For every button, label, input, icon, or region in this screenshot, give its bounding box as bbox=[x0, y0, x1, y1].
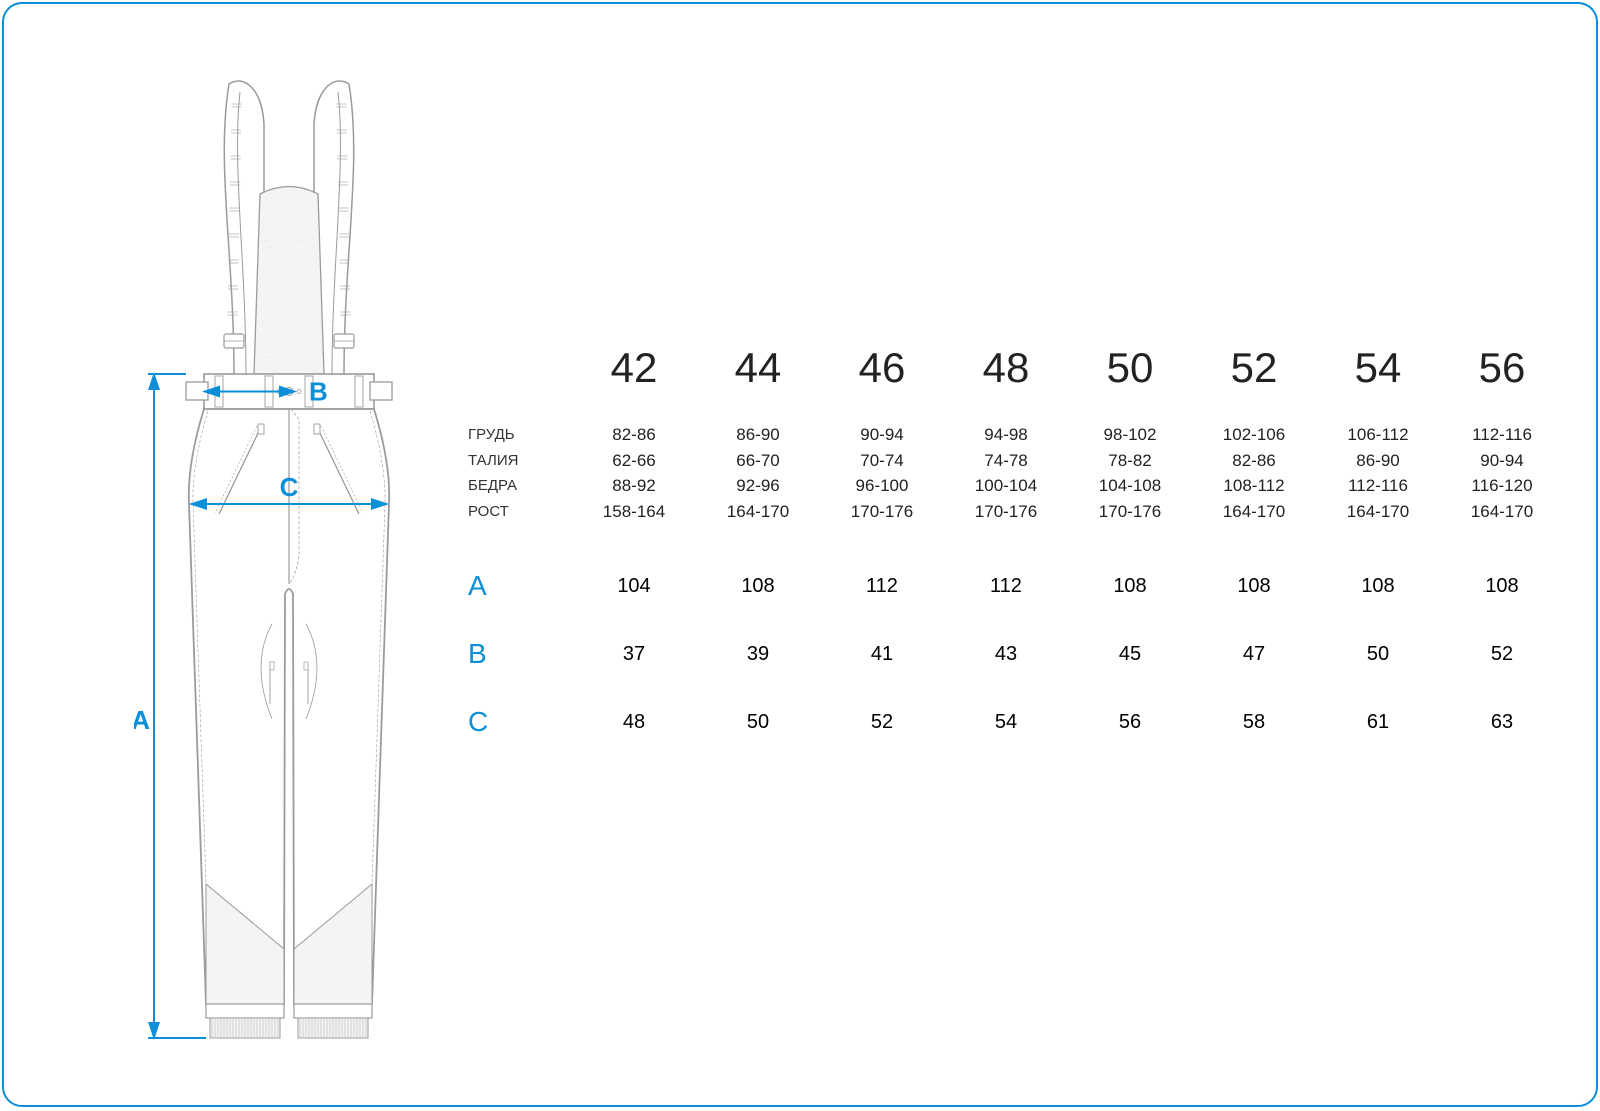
garment-diagram: A B C bbox=[134, 64, 404, 1064]
table-row: ГРУДЬ82-8686-9090-9494-9898-102102-10610… bbox=[464, 422, 1564, 448]
page-frame: ABC 4244464850525456ГРУДЬ82-8686-9090-94… bbox=[2, 2, 1598, 1107]
table-cell: 58 bbox=[1192, 688, 1316, 756]
table-cell: 63 bbox=[1440, 688, 1564, 756]
table-cell: 98-102 bbox=[1068, 422, 1192, 448]
table-cell: 37 bbox=[572, 620, 696, 688]
row-label: ГРУДЬ bbox=[464, 422, 572, 448]
size-header-46: 46 bbox=[820, 344, 944, 422]
table-cell: 45 bbox=[1068, 620, 1192, 688]
table-cell: 164-170 bbox=[1316, 499, 1440, 525]
table-cell: 47 bbox=[1192, 620, 1316, 688]
row-label: БЕДРА bbox=[464, 473, 572, 499]
table-cell: 170-176 bbox=[1068, 499, 1192, 525]
table-cell: 112-116 bbox=[1440, 422, 1564, 448]
table-cell: 170-176 bbox=[820, 499, 944, 525]
table-cell: 108 bbox=[1440, 552, 1564, 620]
table-cell: 108-112 bbox=[1192, 473, 1316, 499]
table-cell: 48 bbox=[572, 688, 696, 756]
table-header-row: 4244464850525456 bbox=[464, 344, 1564, 422]
svg-text:B: B bbox=[309, 377, 328, 407]
size-header-42: 42 bbox=[572, 344, 696, 422]
table-cell: 52 bbox=[1440, 620, 1564, 688]
table-cell: 86-90 bbox=[1316, 448, 1440, 474]
size-header-44: 44 bbox=[696, 344, 820, 422]
table-row: A104108112112108108108108 bbox=[464, 552, 1564, 620]
table-cell: 82-86 bbox=[572, 422, 696, 448]
table-cell: 96-100 bbox=[820, 473, 944, 499]
table-cell: 43 bbox=[944, 620, 1068, 688]
table-cell: 54 bbox=[944, 688, 1068, 756]
size-header-52: 52 bbox=[1192, 344, 1316, 422]
table-cell: 116-120 bbox=[1440, 473, 1564, 499]
dim-row-label-C: C bbox=[464, 688, 572, 756]
table-row: БЕДРА88-9292-9696-100100-104104-108108-1… bbox=[464, 473, 1564, 499]
table-cell: 104 bbox=[572, 552, 696, 620]
table-cell: 70-74 bbox=[820, 448, 944, 474]
table-cell: 78-82 bbox=[1068, 448, 1192, 474]
pants-diagram-svg: A B C bbox=[134, 64, 404, 1064]
table-cell: 88-92 bbox=[572, 473, 696, 499]
table-cell: 108 bbox=[1192, 552, 1316, 620]
table-cell: 170-176 bbox=[944, 499, 1068, 525]
svg-text:A: A bbox=[134, 705, 150, 735]
table-cell: 39 bbox=[696, 620, 820, 688]
size-header-50: 50 bbox=[1068, 344, 1192, 422]
table-row: РОСТ158-164164-170170-176170-176170-1761… bbox=[464, 499, 1564, 525]
size-header-54: 54 bbox=[1316, 344, 1440, 422]
table-cell: 90-94 bbox=[1440, 448, 1564, 474]
table-cell: 94-98 bbox=[944, 422, 1068, 448]
size-header-56: 56 bbox=[1440, 344, 1564, 422]
table-cell: 52 bbox=[820, 688, 944, 756]
table-cell: 41 bbox=[820, 620, 944, 688]
row-label: ТАЛИЯ bbox=[464, 448, 572, 474]
table-cell: 108 bbox=[1316, 552, 1440, 620]
table-cell: 164-170 bbox=[1192, 499, 1316, 525]
size-table: 4244464850525456ГРУДЬ82-8686-9090-9494-9… bbox=[464, 344, 1564, 756]
table-cell: 50 bbox=[696, 688, 820, 756]
dim-row-label-B: B bbox=[464, 620, 572, 688]
table-cell: 102-106 bbox=[1192, 422, 1316, 448]
table-cell: 74-78 bbox=[944, 448, 1068, 474]
svg-text:C: C bbox=[280, 472, 299, 502]
table-row: B3739414345475052 bbox=[464, 620, 1564, 688]
row-label: РОСТ bbox=[464, 499, 572, 525]
table-cell: 82-86 bbox=[1192, 448, 1316, 474]
table-cell: 112-116 bbox=[1316, 473, 1440, 499]
size-header-48: 48 bbox=[944, 344, 1068, 422]
table-cell: 112 bbox=[820, 552, 944, 620]
table-cell: 61 bbox=[1316, 688, 1440, 756]
table-cell: 50 bbox=[1316, 620, 1440, 688]
table-cell: 86-90 bbox=[696, 422, 820, 448]
table-cell: 158-164 bbox=[572, 499, 696, 525]
table-cell: 164-170 bbox=[1440, 499, 1564, 525]
table-row: ТАЛИЯ62-6666-7070-7474-7878-8282-8686-90… bbox=[464, 448, 1564, 474]
dim-row-label-A: A bbox=[464, 552, 572, 620]
size-table-container: 4244464850525456ГРУДЬ82-8686-9090-9494-9… bbox=[464, 344, 1564, 756]
table-cell: 106-112 bbox=[1316, 422, 1440, 448]
table-cell: 66-70 bbox=[696, 448, 820, 474]
table-cell: 112 bbox=[944, 552, 1068, 620]
table-cell: 104-108 bbox=[1068, 473, 1192, 499]
table-cell: 92-96 bbox=[696, 473, 820, 499]
table-cell: 90-94 bbox=[820, 422, 944, 448]
table-cell: 164-170 bbox=[696, 499, 820, 525]
table-cell: 108 bbox=[1068, 552, 1192, 620]
table-cell: 56 bbox=[1068, 688, 1192, 756]
table-cell: 62-66 bbox=[572, 448, 696, 474]
table-cell: 108 bbox=[696, 552, 820, 620]
table-cell: 100-104 bbox=[944, 473, 1068, 499]
table-row: C4850525456586163 bbox=[464, 688, 1564, 756]
